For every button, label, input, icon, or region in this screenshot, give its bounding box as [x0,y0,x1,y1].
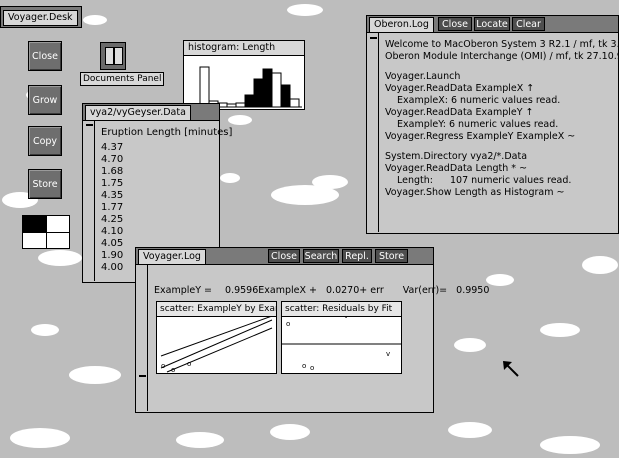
log-line: System.Directory vya2/*.Data [385,151,528,162]
log-line: ExampleX: 6 numeric values read. [397,95,561,106]
oberon-locate-button[interactable]: Locate [474,17,510,31]
scatter-point: o [171,366,175,373]
voyager-close-button[interactable]: Close [268,249,300,263]
desk-close-button[interactable]: Close [28,41,62,71]
data-value: 4.35 [101,190,124,201]
histogram-plot [194,66,302,108]
data-value: 1.68 [101,166,124,177]
regression-intercept: 0.0270+ err [326,285,384,296]
data-viewer-title[interactable]: vya2/vyGeyser.Data [85,105,191,121]
scatter-y-by-x-window[interactable]: scatter: ExampleY by ExampleX o o o [156,301,277,374]
voyager-desk-window[interactable]: Voyager.Desk [0,6,82,28]
log-line-value: 107 numeric values read. [450,175,572,186]
oberon-close-button[interactable]: Close [438,17,472,31]
scatter-point: o [161,362,165,370]
documents-panel-icon[interactable] [100,42,126,70]
regression-result: ExampleY = 0.9596ExampleX + 0.0270+ err … [154,285,489,296]
log-line: Voyager.ReadData ExampleY ↑ [385,107,534,118]
scatter-point: v [386,350,390,358]
oberon-log-text: Welcome to MacOberon System 3 R2.1 / mf,… [385,39,619,199]
scatter-y-by-x-plot: o o o [160,316,273,373]
histogram-bar [199,66,210,108]
voyager-search-button[interactable]: Search [303,249,339,263]
scatter-residuals-title: scatter: Residuals by Fit [282,302,401,317]
data-value: 4.00 [101,262,124,273]
histogram-bar [244,94,255,108]
log-line: Welcome to MacOberon System 3 R2.1 / mf,… [385,39,619,50]
oberon-log-title[interactable]: Oberon.Log [369,17,434,33]
histogram-bar [280,84,291,108]
regression-coefficient: 0.9596ExampleX + [225,285,317,296]
scatter-point: v [344,316,348,320]
data-value: 4.10 [101,226,124,237]
voyager-repl-button[interactable]: Repl. [342,249,372,263]
voyager-store-button[interactable]: Store [375,249,408,263]
log-line: Voyager.Launch [385,71,461,82]
data-value: 1.77 [101,202,124,213]
log-line: Voyager.ReadData Length * ~ [385,163,528,174]
voyager-desk-title[interactable]: Voyager.Desk [3,10,78,26]
oberon-clear-button[interactable]: Clear [512,17,545,31]
log-line: Voyager.ReadData ExampleX ↑ [385,83,535,94]
voyager-log-titlebar[interactable]: Voyager.Log Close Search Repl. Store [136,248,433,265]
desk-grow-button[interactable]: Grow [28,85,62,115]
histogram-bar [289,98,300,108]
voyager-log-title[interactable]: Voyager.Log [138,249,206,265]
data-value: 4.25 [101,214,124,225]
scatter-point: o [286,320,290,328]
histogram-bar [253,78,264,108]
confidence-band-upper [160,316,273,357]
histogram-title: histogram: Length [184,41,304,56]
histogram-window[interactable]: histogram: Length [183,40,305,110]
data-value: 4.05 [101,238,124,249]
voyager-log-scrollbar[interactable] [137,265,148,411]
desk-copy-button[interactable]: Copy [28,126,62,156]
scatter-residuals-window[interactable]: scatter: Residuals by Fit o v v o o [281,301,402,374]
confidence-band-lower [166,327,273,373]
log-line: ExampleY: 6 numeric values read. [397,119,559,130]
log-line-label: Length: [397,175,433,186]
histogram-bar [235,102,246,108]
scatter-point: o [187,360,191,368]
scatter-point: o [310,364,314,372]
mouse-pointer-icon [503,361,519,377]
data-value: 4.37 [101,142,124,153]
voyager-log-window[interactable]: Voyager.Log Close Search Repl. Store Exa… [135,247,489,413]
log-line: Voyager.Show Length as Histogram ~ [385,187,565,198]
regression-lhs: ExampleY = [154,285,212,296]
histogram-bar [262,68,273,108]
regression-var-value: 0.9950 [456,285,490,296]
data-viewer-content: Eruption Length [minutes] 4.37 4.70 1.68… [101,126,232,274]
desk-store-button[interactable]: Store [28,169,62,199]
documents-panel-label[interactable]: Documents Panel [80,72,165,86]
scatter-point: o [302,362,306,370]
fit-line [160,319,273,369]
log-line: Oberon Module Interchange (OMI) / mf, tk… [385,51,619,62]
scatter-residuals-plot: o v v o o [282,316,401,372]
data-viewer-titlebar[interactable]: vya2/vyGeyser.Data [83,104,219,121]
oberon-log-scrollbar[interactable] [368,33,379,232]
log-line: Voyager.Regress ExampleY ExampleX ~ [385,131,576,142]
layout-grid-toggle[interactable] [22,215,70,249]
log-line: Length: 107 numeric values read. [385,175,619,187]
oberon-log-titlebar[interactable]: Oberon.Log Close Locate Clear [367,16,618,33]
data-value: 4.70 [101,154,124,165]
regression-var-label: Var(err)= [402,285,448,296]
data-column-header: Eruption Length [minutes] [101,127,233,138]
scatter-y-by-x-title: scatter: ExampleY by ExampleX [157,302,276,317]
data-value: 1.90 [101,250,124,261]
data-viewer-scrollbar[interactable] [84,121,95,281]
oberon-log-window[interactable]: Oberon.Log Close Locate Clear Welcome to… [366,15,619,234]
histogram-bar [271,72,282,108]
data-value: 1.75 [101,178,124,189]
